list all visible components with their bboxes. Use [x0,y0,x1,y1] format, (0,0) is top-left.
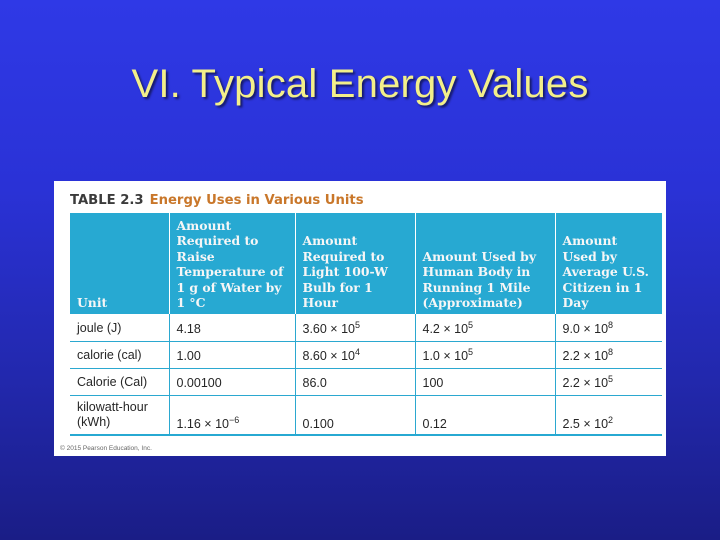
value-cell: 9.0 × 108 [554,314,662,342]
value-cell: 8.60 × 104 [294,341,415,369]
unit-cell: joule (J) [70,314,169,342]
table-row: joule (J) 4.18 3.60 × 105 4.2 × 105 9.0 … [70,314,662,342]
slide-title: VI. Typical Energy Values [131,62,589,106]
energy-units-table: Unit Amount Required to Raise Temperatur… [70,213,662,437]
value-cell: 2.2 × 108 [554,341,662,369]
value-cell: 100 [414,368,555,396]
table-title: Energy Uses in Various Units [149,193,364,208]
column-header-unit: Unit [70,213,169,315]
column-header-heat-water: Amount Required to Raise Temperature of … [168,213,295,315]
value-cell: 0.100 [294,395,415,437]
copyright-notice: © 2015 Pearson Education, Inc. [60,445,152,452]
column-header-running-mile: Amount Used by Human Body in Running 1 M… [414,213,555,315]
value-cell: 4.2 × 105 [414,314,555,342]
table-row: Calorie (Cal) 0.00100 86.0 100 2.2 × 105 [70,368,662,396]
value-cell: 0.00100 [168,368,295,396]
value-cell: 86.0 [294,368,415,396]
column-header-light-bulb: Amount Required to Light 100-W Bulb for … [294,213,415,315]
value-cell: 3.60 × 105 [294,314,415,342]
column-header-us-citizen-day: Amount Used by Average U.S. Citizen in 1… [554,213,662,315]
table-panel: TABLE 2.3 Energy Uses in Various Units Un… [54,181,666,456]
value-cell: 2.5 × 102 [554,395,662,437]
table-row: kilowatt-hour (kWh) 1.16 × 10−6 0.100 0.… [70,395,662,437]
value-cell: 0.12 [414,395,555,437]
table-number: TABLE 2.3 [70,193,144,208]
value-cell: 2.2 × 105 [554,368,662,396]
table-caption: TABLE 2.3 Energy Uses in Various Units [70,193,364,208]
value-cell: 1.16 × 10−6 [168,395,295,437]
value-cell: 1.0 × 105 [414,341,555,369]
unit-cell: calorie (cal) [70,341,169,369]
unit-cell: Calorie (Cal) [70,368,169,396]
table-header-row: Unit Amount Required to Raise Temperatur… [70,213,662,315]
table-row: calorie (cal) 1.00 8.60 × 104 1.0 × 105 … [70,341,662,369]
unit-cell: kilowatt-hour (kWh) [70,395,169,437]
value-cell: 1.00 [168,341,295,369]
value-cell: 4.18 [168,314,295,342]
